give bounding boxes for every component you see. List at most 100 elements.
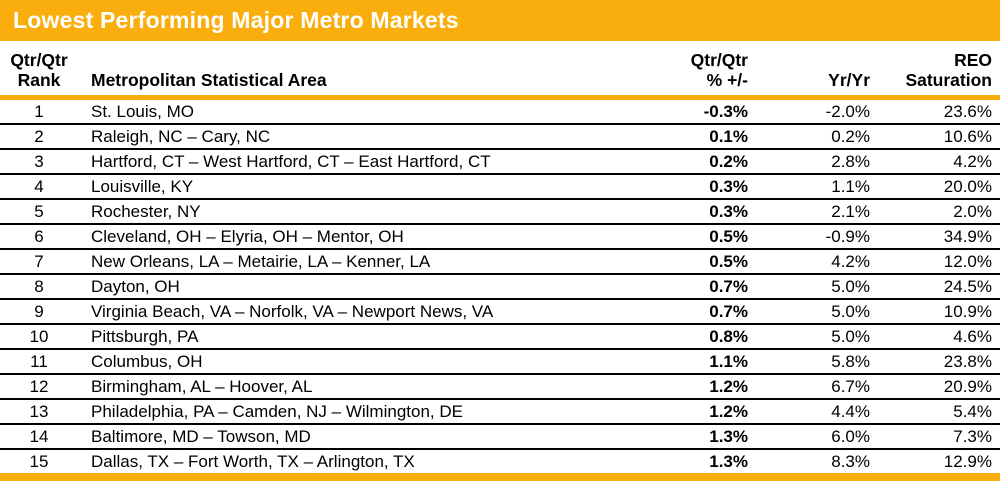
reo-cell: 10.6% — [875, 123, 1000, 150]
yr-cell: 8.3% — [831, 451, 870, 471]
reo-cell: 24.5% — [875, 273, 1000, 300]
reo-cell: 23.8% — [875, 348, 1000, 375]
rank-cell: 14 — [0, 423, 78, 450]
column-header-qtr-change: Qtr/Qtr % +/- — [620, 41, 755, 100]
column-header-rank-line1: Qtr/Qtr — [10, 49, 68, 70]
table-row: 10 Pittsburgh, PA 0.8% 5.0% 4.6% — [0, 323, 1000, 350]
rank-cell: 5 — [0, 198, 78, 225]
metro-markets-table: Qtr/Qtr Rank Metropolitan Statistical Ar… — [0, 41, 1000, 473]
column-header-yr-label: Yr/Yr — [828, 69, 870, 90]
yr-cell: 5.0% — [755, 323, 875, 350]
yr-cell: 6.7% — [755, 373, 875, 400]
qtr-cell: 1.3% — [620, 423, 755, 450]
table-row: 3 Hartford, CT – West Hartford, CT – East… — [0, 148, 1000, 175]
qtr-cell: 1.2% — [620, 398, 755, 425]
table-row: 13 Philadelphia, PA – Camden, NJ – Wilmin… — [0, 398, 1000, 425]
yr-cell: -2.0% — [755, 97, 875, 125]
qtr-cell: 0.1% — [620, 123, 755, 150]
header-row: Qtr/Qtr Rank Metropolitan Statistical Ar… — [0, 41, 1000, 100]
page-title: Lowest Performing Major Metro Markets — [0, 0, 1000, 41]
reo-cell: 4.2% — [875, 148, 1000, 175]
qtr-cell: 0.7% — [620, 273, 755, 300]
column-header-rank-line2: Rank — [17, 69, 61, 90]
reo-cell: 34.9% — [875, 223, 1000, 250]
reo-cell: 10.9% — [875, 298, 1000, 325]
yr-cell: 6.0% — [755, 423, 875, 450]
column-header-msa-label: Metropolitan Statistical Area — [91, 69, 327, 90]
reo-cell: 4.6% — [875, 323, 1000, 350]
qtr-cell: 0.3% — [620, 198, 755, 225]
table-body: 1 St. Louis, MO -0.3% -2.0% 23.6% 2 Raleigh, N… — [0, 97, 1000, 473]
qtr-cell: 1.1% — [620, 348, 755, 375]
yr-cell: -0.9% — [755, 223, 875, 250]
rank-cell: 12 — [0, 373, 78, 400]
reo-cell: 5.4% — [875, 398, 1000, 425]
msa-cell: Virginia Beach, VA – Norfolk, VA – Newpo… — [78, 298, 620, 325]
reo-cell: 12.0% — [875, 248, 1000, 275]
rank-cell: 6 — [0, 223, 78, 250]
table-row: 5 Rochester, NY 0.3% 2.1% 2.0% — [0, 198, 1000, 225]
yr-cell: 1.1% — [755, 173, 875, 200]
rank-cell: 2 — [0, 123, 78, 150]
msa-cell: Pittsburgh, PA — [78, 323, 620, 350]
qtr-cell: 0.5% — [620, 248, 755, 275]
column-header-reo-saturation: REO Saturation — [875, 41, 1000, 100]
qtr-cell: 0.8% — [620, 323, 755, 350]
yr-cell: 2.8% — [755, 148, 875, 175]
yr-cell: 5.8% — [755, 348, 875, 375]
column-header-qtr-line1: Qtr/Qtr — [690, 49, 748, 70]
table-row: 1 St. Louis, MO -0.3% -2.0% 23.6% — [0, 97, 1000, 125]
rank-cell: 7 — [0, 248, 78, 275]
msa-cell: Cleveland, OH – Elyria, OH – Mentor, OH — [78, 223, 620, 250]
column-header-qtr-line2: % +/- — [706, 69, 748, 90]
msa-cell: Dallas, TX – Fort Worth, TX – Arlington,… — [91, 451, 415, 471]
table-row: 8 Dayton, OH 0.7% 5.0% 24.5% — [0, 273, 1000, 300]
rank-cell: 1 — [0, 97, 78, 125]
reo-cell: 23.6% — [875, 97, 1000, 125]
column-header-reo-line2: Saturation — [905, 69, 992, 90]
qtr-cell: -0.3% — [620, 97, 755, 125]
rank-cell: 15 — [29, 451, 49, 471]
yr-cell: 4.4% — [755, 398, 875, 425]
table-row: 15 Dallas, TX – Fort Worth, TX – Arlingto… — [0, 449, 1000, 473]
msa-cell: Rochester, NY — [78, 198, 620, 225]
rank-cell: 3 — [0, 148, 78, 175]
bottom-accent-bar — [0, 472, 1000, 481]
table-header: Qtr/Qtr Rank Metropolitan Statistical Ar… — [0, 41, 1000, 100]
reo-cell: 12.9% — [943, 451, 992, 471]
yr-cell: 0.2% — [755, 123, 875, 150]
qtr-cell: 1.3% — [709, 451, 748, 471]
reo-cell: 20.0% — [875, 173, 1000, 200]
table-row: 4 Louisville, KY 0.3% 1.1% 20.0% — [0, 173, 1000, 200]
table-row: 6 Cleveland, OH – Elyria, OH – Mentor, OH… — [0, 223, 1000, 250]
msa-cell: Hartford, CT – West Hartford, CT – East … — [78, 148, 620, 175]
yr-cell: 5.0% — [755, 298, 875, 325]
table-row: 11 Columbus, OH 1.1% 5.8% 23.8% — [0, 348, 1000, 375]
yr-cell: 5.0% — [755, 273, 875, 300]
msa-cell: Columbus, OH — [78, 348, 620, 375]
reo-cell: 7.3% — [875, 423, 1000, 450]
qtr-cell: 0.5% — [620, 223, 755, 250]
table-row: 12 Birmingham, AL – Hoover, AL 1.2% 6.7% 20.… — [0, 373, 1000, 400]
reo-cell: 2.0% — [875, 198, 1000, 225]
msa-cell: Louisville, KY — [78, 173, 620, 200]
msa-cell: Birmingham, AL – Hoover, AL — [78, 373, 620, 400]
qtr-cell: 1.2% — [620, 373, 755, 400]
column-header-yr: Yr/Yr — [755, 41, 875, 100]
qtr-cell: 0.7% — [620, 298, 755, 325]
reo-cell: 20.9% — [875, 373, 1000, 400]
rank-cell: 11 — [0, 348, 78, 375]
yr-cell: 4.2% — [755, 248, 875, 275]
msa-cell: New Orleans, LA – Metairie, LA – Kenner,… — [78, 248, 620, 275]
column-header-msa: Metropolitan Statistical Area — [78, 41, 620, 100]
rank-cell: 13 — [0, 398, 78, 425]
rank-cell: 9 — [0, 298, 78, 325]
yr-cell: 2.1% — [755, 198, 875, 225]
rank-cell: 8 — [0, 273, 78, 300]
column-header-reo-line1: REO — [954, 49, 992, 70]
rank-cell: 10 — [0, 323, 78, 350]
qtr-cell: 0.2% — [620, 148, 755, 175]
table-row: 14 Baltimore, MD – Towson, MD 1.3% 6.0% 7.3% — [0, 423, 1000, 450]
msa-cell: Baltimore, MD – Towson, MD — [78, 423, 620, 450]
table-row: 9 Virginia Beach, VA – Norfolk, VA – Newp… — [0, 298, 1000, 325]
